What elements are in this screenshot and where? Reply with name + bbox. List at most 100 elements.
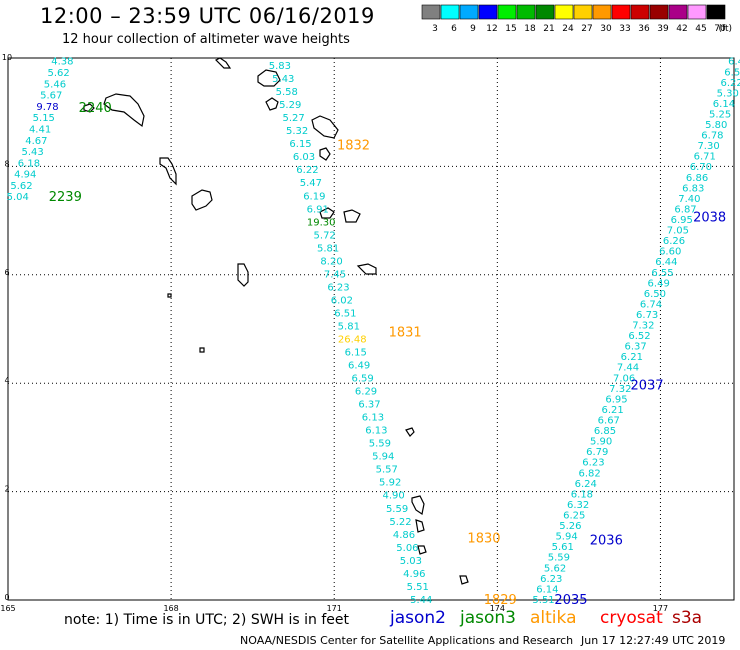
track-west: 4.385.625.465.679.785.154.414.675.436.18… <box>7 57 112 206</box>
wave-height-value: 6.14 <box>713 99 735 110</box>
wave-height-value: 6.67 <box>598 416 620 427</box>
island-outline <box>459 575 469 585</box>
legend-swatch <box>592 4 612 20</box>
wave-height-value: 6.44 <box>655 257 677 268</box>
wave-height-value: 4.96 <box>403 569 425 580</box>
island-outline <box>199 347 205 353</box>
island-outline <box>343 209 361 223</box>
wave-height-value: 6.79 <box>586 447 608 458</box>
latitude-tick-label: 10 <box>2 53 12 62</box>
wave-height-value: 5.43 <box>272 74 294 85</box>
wave-height-value: 5.62 <box>544 563 566 574</box>
island-outline <box>103 93 145 128</box>
wave-height-value: 6.37 <box>625 342 647 353</box>
wave-height-value: 6.87 <box>674 204 696 215</box>
wave-height-value: 6.19 <box>303 191 325 202</box>
wave-height-value: 6.22 <box>720 78 740 89</box>
island-outline <box>167 293 172 298</box>
wave-height-value: 6.85 <box>594 426 616 437</box>
latitude-tick-label: 6 <box>4 268 9 277</box>
wave-height-value: 5.72 <box>314 230 336 241</box>
legend-swatch <box>478 4 498 20</box>
wave-height-value: 6.13 <box>365 426 387 437</box>
island-outline <box>356 263 377 275</box>
wave-height-value: 4.67 <box>25 136 47 147</box>
wave-height-value: 5.62 <box>10 181 32 192</box>
wave-height-value: 5.59 <box>386 504 408 515</box>
wave-height-value: 5.94 <box>555 532 577 543</box>
wave-height-value: 5.25 <box>709 109 731 120</box>
wave-height-value: 5.03 <box>400 556 422 567</box>
wave-height-value: 6.13 <box>362 413 384 424</box>
track-east: 6.446.516.225.306.145.255.806.787.306.71… <box>532 57 740 608</box>
legend-label: 30 <box>600 24 612 34</box>
satellite-label-cryosat: cryosat <box>600 608 663 628</box>
wave-height-value: 5.27 <box>283 113 305 124</box>
color-legend: 3 6 9 12 15 18 21 24 27 30 33 36 39 42 45 70(ft) <box>421 4 732 34</box>
legend-swatch <box>611 4 631 20</box>
wave-height-value: 6.51 <box>724 67 740 78</box>
longitude-tick-label: 177 <box>653 604 668 613</box>
legend-swatch <box>497 4 517 20</box>
longitude-tick-label: 168 <box>163 604 178 613</box>
satellite-label-jason2: jason2 <box>390 608 446 628</box>
wave-height-value: 5.47 <box>300 178 322 189</box>
wave-height-value: 6.59 <box>351 374 373 385</box>
legend-label: 39 <box>657 24 669 34</box>
wave-height-value: 6.25 <box>563 510 585 521</box>
wave-height-value: 8.20 <box>320 256 342 267</box>
wave-height-value: 6.26 <box>663 236 685 247</box>
latitude-tick-label: 8 <box>4 159 9 168</box>
island-outline <box>159 157 177 186</box>
legend-label: 24 <box>562 24 574 34</box>
wave-height-value: 9.78 <box>36 102 58 113</box>
latitude-tick-label: 4 <box>4 376 9 385</box>
page-subtitle: 12 hour collection of altimeter wave hei… <box>62 32 350 47</box>
map-frame <box>7 57 735 601</box>
latitude-tick-label: 2 <box>4 485 9 494</box>
legend-label: 15 <box>505 24 516 34</box>
pass-time-label: 2035 <box>554 593 587 608</box>
page-title: 12:00 – 23:59 UTC 06/16/2019 <box>40 4 375 28</box>
wave-height-value: 6.03 <box>293 152 315 163</box>
wave-height-value: 7.06 <box>613 373 635 384</box>
wave-height-value: 6.29 <box>355 387 377 398</box>
wave-height-value: 6.95 <box>605 394 627 405</box>
island-outline <box>257 69 281 87</box>
legend-swatch <box>535 4 555 20</box>
wave-height-value: 7.45 <box>324 269 346 280</box>
altimeter-tracks: 4.385.625.465.679.785.154.414.675.436.18… <box>7 57 740 608</box>
island-outline <box>311 115 339 139</box>
wave-height-value: 5.46 <box>44 79 66 90</box>
wave-height-value: 6.91 <box>307 204 329 215</box>
wave-height-value: 6.51 <box>334 308 356 319</box>
satellite-label-altika: altika <box>530 608 577 628</box>
wave-height-value: 6.21 <box>621 352 643 363</box>
island-outline <box>405 427 415 437</box>
island-outline <box>319 207 335 219</box>
longitude-tick-label: 174 <box>490 604 505 613</box>
legend-swatch <box>440 4 460 20</box>
legend-label: 42 <box>676 24 687 34</box>
legend-label: 9 <box>470 24 476 34</box>
legend-label: 6 <box>451 24 457 34</box>
satellite-label-s3a: s3a <box>672 608 703 628</box>
wave-height-value: 6.71 <box>694 152 716 163</box>
wave-height-value: 5.30 <box>717 88 739 99</box>
wave-height-value: 6.74 <box>640 299 662 310</box>
wave-height-value: 5.15 <box>33 113 55 124</box>
wave-height-value: 26.48 <box>338 334 367 345</box>
wave-height-value: 6.14 <box>536 584 558 595</box>
wave-height-value: 6.95 <box>671 215 693 226</box>
island-outline <box>417 545 427 555</box>
wave-height-value: 6.55 <box>651 268 673 279</box>
island-outlines <box>83 57 469 585</box>
wave-height-value: 6.82 <box>578 468 600 479</box>
wave-height-value: 5.29 <box>279 100 301 111</box>
wave-height-value: 7.32 <box>609 384 631 395</box>
wave-height-value: 6.15 <box>345 348 367 359</box>
credit-line: NOAA/NESDIS Center for Satellite Applica… <box>240 634 574 647</box>
wave-height-value: 5.44 <box>410 595 432 606</box>
